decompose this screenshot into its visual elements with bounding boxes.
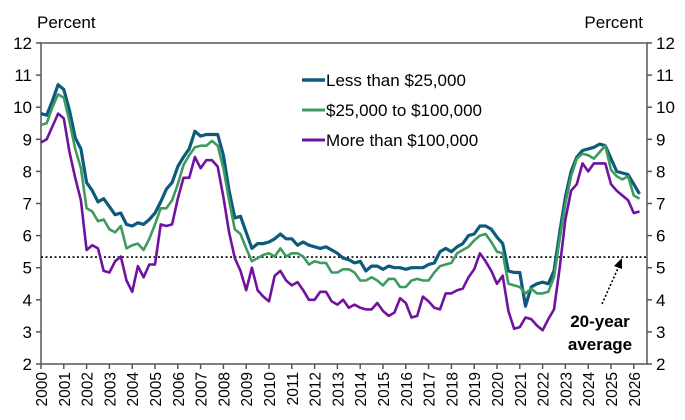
left-y-tick-label: 4 (23, 291, 32, 310)
x-tick-label: 2014 (353, 372, 370, 407)
x-tick-label: 2007 (194, 372, 211, 406)
series-line-2 (40, 93, 641, 295)
x-tick-label: 2000 (34, 372, 51, 407)
legend-label: More than $100,000 (326, 131, 478, 150)
right-y-tick-label: 3 (656, 323, 665, 342)
x-tick-label: 2012 (308, 372, 325, 406)
x-tick-label: 2008 (216, 372, 233, 406)
x-tick-label: 2022 (536, 372, 553, 406)
left-y-tick-label: 3 (23, 323, 32, 342)
left-y-tick-label: 11 (14, 66, 32, 85)
series-lines (40, 83, 641, 332)
right-y-tick-label: 7 (656, 195, 665, 214)
x-tick-label: 2010 (262, 372, 279, 407)
x-tick-label: 2017 (422, 372, 439, 406)
right-y-tick-label: 6 (656, 227, 665, 246)
right-y-tick-label: 4 (656, 291, 665, 310)
right-axis-unit-label: Percent (584, 13, 643, 32)
x-tick-label: 2019 (467, 372, 484, 406)
x-tick-label: 2011 (285, 372, 302, 405)
x-tick-label: 2021 (513, 372, 530, 406)
x-tick-label: 2023 (558, 372, 575, 406)
left-y-tick-label: 5 (23, 259, 32, 278)
x-tick-label: 2013 (330, 372, 347, 406)
x-tick-label: 2004 (125, 372, 142, 407)
left-y-tick-label: 7 (23, 195, 32, 214)
x-tick-label: 2024 (581, 372, 598, 407)
x-tick-label: 2025 (604, 372, 621, 406)
axes: 2 2 3 3 4 4 5 5 6 6 7 7 8 8 9 9 10 10 11 11 12 12 2000 2001 2002… (13, 34, 675, 406)
right-y-tick-label: 5 (656, 259, 665, 278)
series-line-3 (40, 112, 640, 332)
average-annotation-line2: average (568, 335, 632, 354)
left-y-tick-label: 8 (23, 162, 32, 181)
left-y-tick-label: 10 (13, 98, 32, 117)
left-y-tick-label: 12 (13, 34, 32, 53)
left-y-tick-label: 6 (23, 227, 32, 246)
x-tick-label: 2002 (80, 372, 97, 406)
left-axis-unit-label: Percent (37, 13, 96, 32)
plot-frame (40, 42, 648, 365)
legend: Less than $25,000 $25,000 to $100,000 More… (302, 71, 482, 150)
right-y-tick-label: 8 (656, 162, 665, 181)
right-y-tick-label: 9 (656, 130, 665, 149)
right-y-tick-label: 11 (656, 66, 674, 85)
x-tick-label: 2026 (627, 372, 644, 406)
right-y-tick-label: 12 (656, 34, 675, 53)
x-tick-label: 2003 (102, 372, 119, 406)
legend-label: $25,000 to $100,000 (326, 101, 482, 120)
right-y-tick-label: 2 (656, 355, 665, 374)
average-annotation-line1: 20-year (570, 312, 630, 331)
x-tick-label: 2018 (444, 372, 461, 406)
right-y-tick-label: 10 (656, 98, 675, 117)
left-y-tick-label: 9 (23, 130, 32, 149)
x-tick-label: 2006 (171, 372, 188, 406)
x-tick-label: 2015 (376, 372, 393, 406)
x-tick-label: 2020 (490, 372, 507, 407)
x-tick-label: 2005 (148, 372, 165, 406)
left-y-tick-label: 2 (23, 355, 32, 374)
series-line-1 (40, 83, 641, 308)
x-tick-label: 2001 (57, 372, 74, 406)
x-tick-label: 2016 (399, 372, 416, 406)
average-annotation-arrow (601, 265, 620, 305)
legend-label: Less than $25,000 (326, 71, 466, 90)
x-tick-label: 2009 (239, 372, 256, 406)
average-annotation-arrowhead (614, 258, 622, 269)
